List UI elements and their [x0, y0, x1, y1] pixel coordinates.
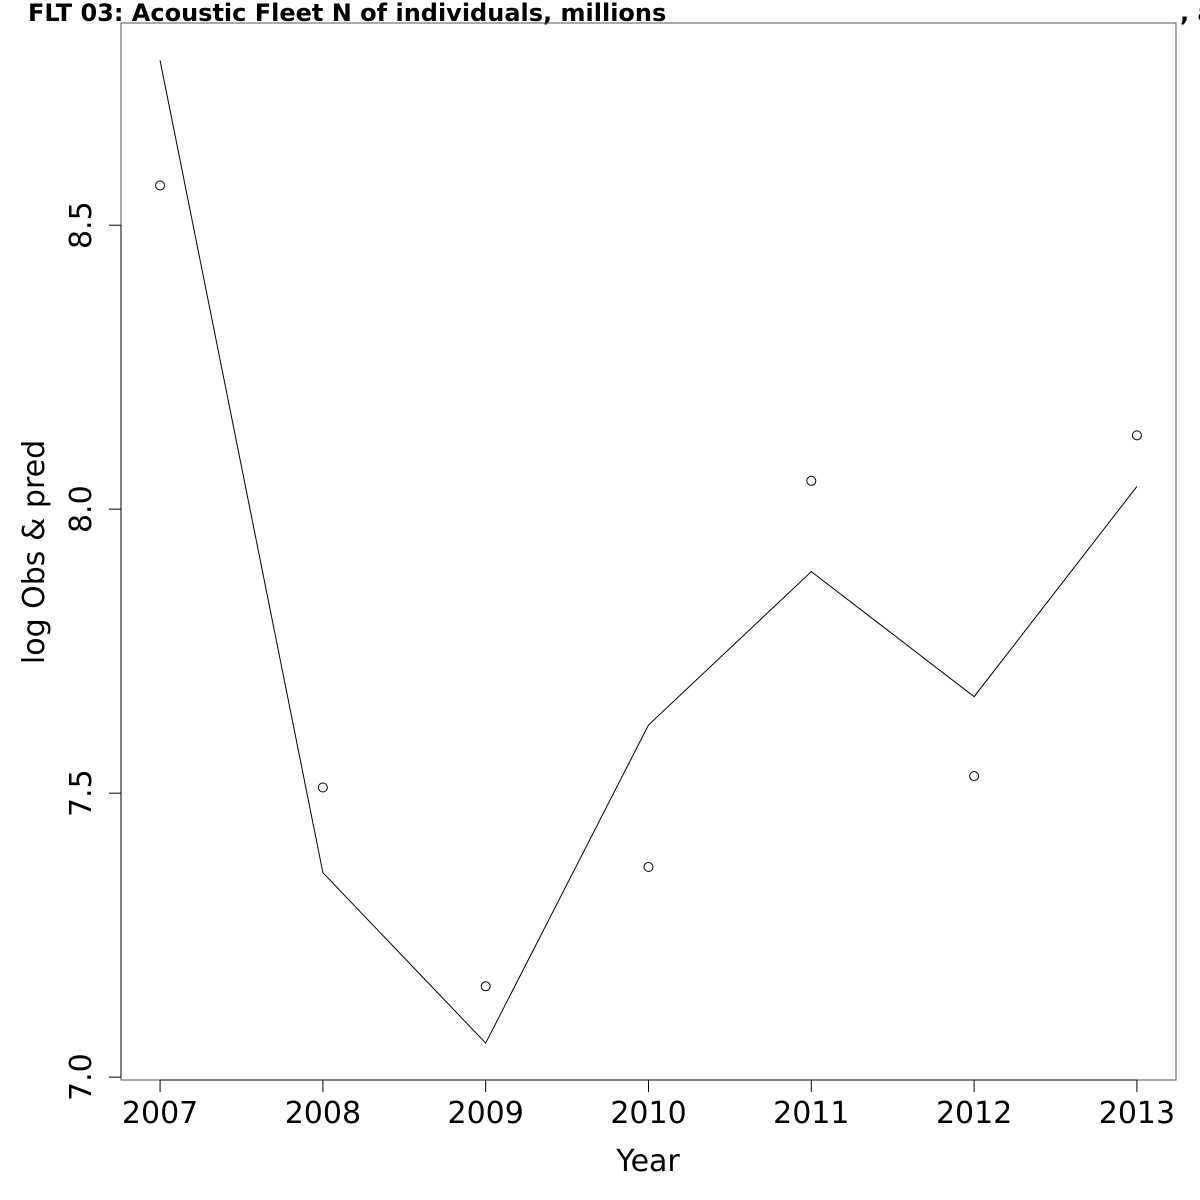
observed-point: [480, 981, 491, 992]
x-tick-label: 2008: [285, 1096, 361, 1131]
x-tick-label: 2011: [773, 1096, 849, 1131]
y-tick-label: 8.5: [64, 201, 99, 249]
x-tick-label: 2010: [610, 1096, 686, 1131]
x-tick-label: 2007: [122, 1096, 198, 1131]
predicted-line: [159, 60, 1138, 1044]
observed-point: [643, 862, 654, 873]
y-axis-label: log Obs & pred: [17, 440, 52, 664]
x-tick-label: 2012: [936, 1096, 1012, 1131]
series-layer: [155, 60, 1142, 1044]
plot-frame: [120, 22, 1177, 1081]
y-tick-label: 8.0: [64, 485, 99, 533]
x-axis: 2007 2008 2009 2010 2011 2012 2013: [122, 1079, 1175, 1131]
y-tick-label: 7.5: [64, 769, 99, 817]
x-tick-label: 2009: [448, 1096, 524, 1131]
observed-point: [806, 475, 817, 486]
chart-title-suffix: , a: [1180, 0, 1200, 27]
x-axis-label: Year: [615, 1144, 680, 1179]
observed-point: [1131, 430, 1142, 441]
y-tick-label: 7.0: [64, 1053, 99, 1101]
observed-point: [969, 771, 980, 782]
observed-point: [155, 180, 166, 191]
observed-point: [317, 782, 328, 793]
y-axis: 7.0 7.5 8.0 8.5: [64, 201, 122, 1101]
x-tick-label: 2013: [1099, 1096, 1175, 1131]
